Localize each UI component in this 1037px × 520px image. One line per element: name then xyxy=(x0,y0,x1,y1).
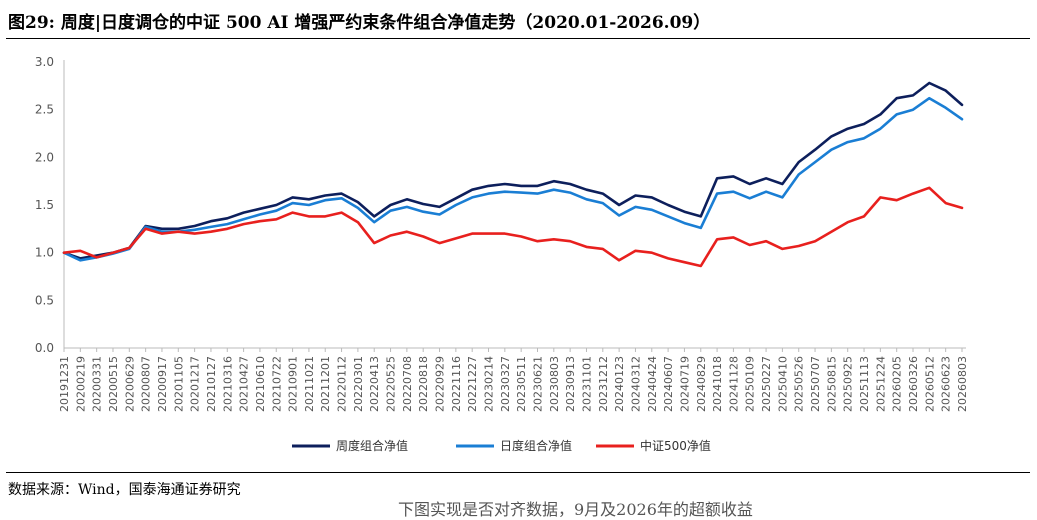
x-tick-label: 20230327 xyxy=(499,356,512,412)
x-tick-label: 20240607 xyxy=(662,356,675,412)
y-tick-label: 1.0 xyxy=(35,246,54,260)
series-layer xyxy=(62,81,964,268)
x-tick-label: 20240829 xyxy=(695,356,708,412)
x-tick-label: 20250109 xyxy=(744,356,757,412)
x-tick-label: 20260803 xyxy=(956,356,969,412)
x-tick-label: 20200331 xyxy=(91,356,104,412)
y-tick-label: 2.0 xyxy=(35,150,54,164)
x-tick-label: 20220525 xyxy=(385,356,398,412)
x-tick-label: 20260326 xyxy=(907,356,920,412)
x-tick-label: 20230214 xyxy=(483,356,496,412)
x-tick-label: 20200219 xyxy=(74,356,87,412)
x-tick-label: 20251224 xyxy=(874,356,887,412)
chart-axes xyxy=(63,60,966,349)
x-tick-label: 20200629 xyxy=(123,356,136,412)
y-tick-label: 0.0 xyxy=(35,341,54,355)
x-tick-label: 20250227 xyxy=(760,356,773,412)
x-tick-label: 20240312 xyxy=(629,356,642,412)
legend-label-2: 日度组合净值 xyxy=(500,438,572,453)
x-tick-label: 20220708 xyxy=(401,356,414,412)
source-note: 数据来源：Wind，国泰海通证券研究 xyxy=(8,482,241,498)
x-tick-label: 20220301 xyxy=(352,356,365,412)
y-tick-label: 2.5 xyxy=(35,103,54,117)
x-tick-label: 20250925 xyxy=(842,356,855,412)
x-tick-label: 20250707 xyxy=(809,356,822,412)
x-tick-label: 20210316 xyxy=(221,356,234,412)
figure-title: 图29: 周度|日度调仓的中证 500 AI 增强严约束条件组合净值走势（202… xyxy=(8,13,711,33)
series-line-2 xyxy=(62,96,964,262)
x-tick-label: 20260205 xyxy=(891,356,904,412)
x-tick-label: 20260623 xyxy=(940,356,953,412)
footer-rule xyxy=(6,472,1030,473)
y-tick-label: 1.5 xyxy=(35,198,54,212)
x-tick-label: 20211201 xyxy=(319,356,332,412)
x-tick-label: 20250815 xyxy=(825,356,838,412)
x-tick-label: 20220413 xyxy=(368,356,381,412)
x-tick-label: 20230803 xyxy=(548,356,561,412)
series-line-1 xyxy=(62,81,964,260)
x-tick-label: 20221227 xyxy=(466,356,479,412)
x-tick-label: 20250410 xyxy=(776,356,789,412)
x-tick-label: 20210127 xyxy=(205,356,218,412)
x-tick-label: 20200917 xyxy=(156,356,169,412)
x-tick-label: 20240123 xyxy=(613,356,626,412)
x-tick-label: 20260512 xyxy=(923,356,936,412)
x-tick-label: 20201105 xyxy=(172,356,185,412)
x-axis-ticks: 20191231 20200219 20200331 20200515 20200629… xyxy=(58,348,969,412)
x-tick-label: 20241128 xyxy=(727,356,740,412)
x-tick-label: 20210610 xyxy=(254,356,267,412)
x-tick-label: 20240424 xyxy=(646,356,659,412)
x-tick-label: 20230913 xyxy=(564,356,577,412)
title-rule xyxy=(6,38,1030,39)
cutoff-text: 下图实现是否对齐数据，9月及2026年的超额收益 xyxy=(398,500,753,519)
legend-label-1: 周度组合净值 xyxy=(336,438,408,453)
x-tick-label: 20240719 xyxy=(678,356,691,412)
x-tick-label: 20250526 xyxy=(793,356,806,412)
x-tick-label: 20220818 xyxy=(417,356,430,412)
x-tick-label: 20230511 xyxy=(515,356,528,412)
x-tick-label: 20191231 xyxy=(58,356,71,412)
x-tick-label: 20200807 xyxy=(140,356,153,412)
x-tick-label: 20251113 xyxy=(858,356,871,412)
legend-label-3: 中证500净值 xyxy=(640,438,711,453)
x-tick-label: 20201217 xyxy=(189,356,202,412)
x-tick-label: 20221116 xyxy=(450,356,463,412)
y-tick-label: 3.0 xyxy=(35,55,54,69)
x-tick-label: 20220112 xyxy=(336,356,349,412)
x-tick-label: 20200515 xyxy=(107,356,120,412)
x-tick-label: 20211021 xyxy=(303,356,316,412)
x-tick-label: 20210427 xyxy=(238,356,251,412)
series-line-3 xyxy=(62,186,964,268)
x-tick-label: 20241018 xyxy=(711,356,724,412)
x-tick-label: 20210722 xyxy=(270,356,283,412)
y-axis-ticks: 0.0 0.5 1.0 1.5 2.0 2.5 3.0 xyxy=(35,55,54,355)
x-tick-label: 20231212 xyxy=(597,356,610,412)
x-tick-label: 20230621 xyxy=(531,356,544,412)
x-tick-label: 20231101 xyxy=(580,356,593,412)
x-tick-label: 20210901 xyxy=(287,356,300,412)
y-tick-label: 0.5 xyxy=(35,293,54,307)
x-tick-label: 20220929 xyxy=(434,356,447,412)
chart-legend: 周度组合净值 日度组合净值 中证500净值 xyxy=(292,438,711,453)
line-chart: 0.00.51.01.52.02.53.0 20191231 20200219 20… xyxy=(35,55,969,453)
